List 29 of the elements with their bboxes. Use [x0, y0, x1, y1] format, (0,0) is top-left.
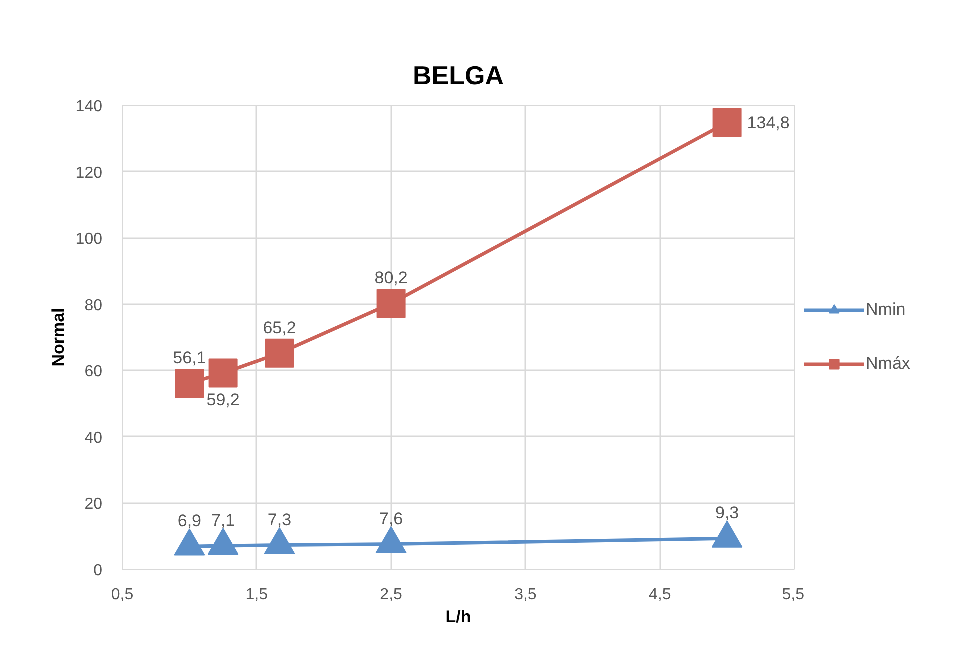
x-tick-label: 4,5: [648, 586, 672, 604]
data-label: 59,2: [206, 390, 240, 410]
data-label: 56,1: [173, 348, 206, 368]
y-tick-label: 120: [76, 164, 103, 182]
chart-title: BELGA: [413, 60, 504, 90]
y-tick-label: 80: [84, 297, 103, 314]
x-tick-label: 1,5: [246, 586, 268, 604]
y-tick-label: 100: [76, 231, 103, 248]
x-axis-title: L/h: [446, 608, 472, 626]
data-label: 7,6: [379, 509, 404, 528]
data-label: 134,8: [747, 114, 790, 133]
y-tick-label: 40: [84, 430, 103, 447]
x-tick-label: 5,5: [782, 586, 805, 604]
data-label: 9,3: [715, 504, 740, 523]
data-label: 80,2: [374, 268, 408, 288]
y-tick-label: 60: [84, 364, 103, 381]
x-tick-label: 2,5: [380, 586, 403, 604]
data-label: 7,3: [268, 510, 292, 530]
y-tick-label: 0: [94, 562, 103, 580]
data-label: 7,1: [211, 510, 236, 530]
y-tick-label: 20: [84, 496, 103, 514]
legend-label: Nmáx: [866, 354, 910, 374]
legend-label: Nmin: [866, 300, 906, 320]
y-tick-label: 140: [76, 98, 103, 116]
x-tick-label: 0,5: [111, 586, 134, 604]
y-axis-title: Normal: [48, 308, 68, 367]
data-label: 6,9: [178, 512, 202, 531]
data-label: 65,2: [263, 318, 296, 338]
x-tick-label: 3,5: [514, 586, 537, 604]
